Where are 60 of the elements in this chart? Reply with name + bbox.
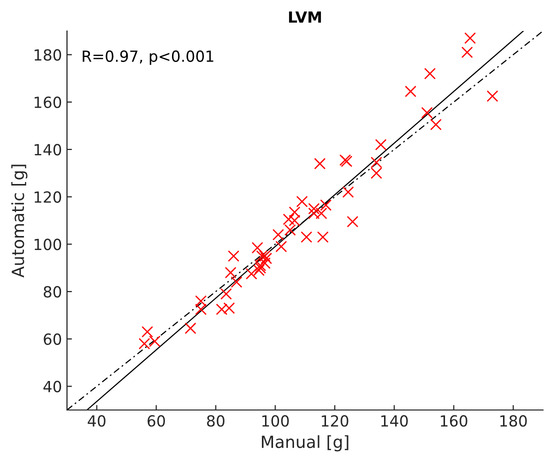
x-tick-label: 60: [148, 415, 165, 427]
x-tick-label: 180: [500, 415, 527, 427]
point: [195, 304, 207, 316]
point: [288, 206, 300, 218]
point: [464, 32, 476, 44]
y-tick-label: 40: [43, 380, 62, 392]
point: [275, 240, 287, 252]
y-tick-label: 60: [44, 333, 62, 345]
point: [246, 268, 258, 280]
point: [375, 138, 387, 150]
y-tick-label: 180: [34, 49, 62, 61]
point: [342, 186, 354, 198]
point: [421, 106, 433, 118]
point: [142, 326, 154, 338]
point: [370, 156, 382, 168]
point: [230, 276, 242, 288]
point: [314, 158, 326, 170]
y-axis-title: Automatic [g]: [11, 164, 28, 278]
x-tick-label: 100: [262, 415, 289, 427]
point: [430, 118, 442, 130]
x-tick-label: 80: [207, 415, 224, 427]
point: [284, 224, 296, 236]
point: [256, 250, 268, 262]
point: [184, 322, 196, 334]
point: [404, 86, 416, 98]
point: [260, 252, 272, 264]
point: [195, 295, 207, 307]
annotation: R=0.97, p<0.001: [82, 50, 214, 65]
point: [224, 266, 236, 278]
point: [320, 199, 332, 211]
point: [486, 90, 498, 102]
y-tick-label: 160: [34, 96, 62, 108]
chart-title: LVM: [289, 12, 321, 23]
y-tick-label: 120: [34, 191, 62, 203]
x-tick-label: 160: [440, 415, 468, 427]
x-tick-label: 40: [88, 415, 106, 427]
point: [288, 214, 300, 226]
point: [346, 216, 358, 228]
x-tick-label: 140: [381, 415, 408, 427]
point: [424, 68, 436, 80]
point: [228, 250, 240, 262]
point: [259, 250, 271, 262]
point: [300, 231, 312, 243]
y-tick-label: 100: [34, 238, 62, 250]
point: [461, 46, 473, 58]
x-axis-title: Manual [g]: [262, 435, 348, 452]
point: [252, 242, 264, 254]
point: [254, 262, 266, 274]
point: [220, 288, 232, 300]
x-tick-label: 120: [322, 415, 348, 427]
point: [282, 214, 294, 226]
point: [272, 228, 284, 240]
point: [370, 167, 382, 179]
point: [254, 260, 266, 272]
point: [296, 196, 308, 208]
point: [259, 257, 271, 269]
y-tick-label: 80: [44, 286, 62, 298]
y-tick-label: 140: [34, 144, 62, 156]
point: [317, 231, 329, 243]
point: [308, 202, 320, 214]
